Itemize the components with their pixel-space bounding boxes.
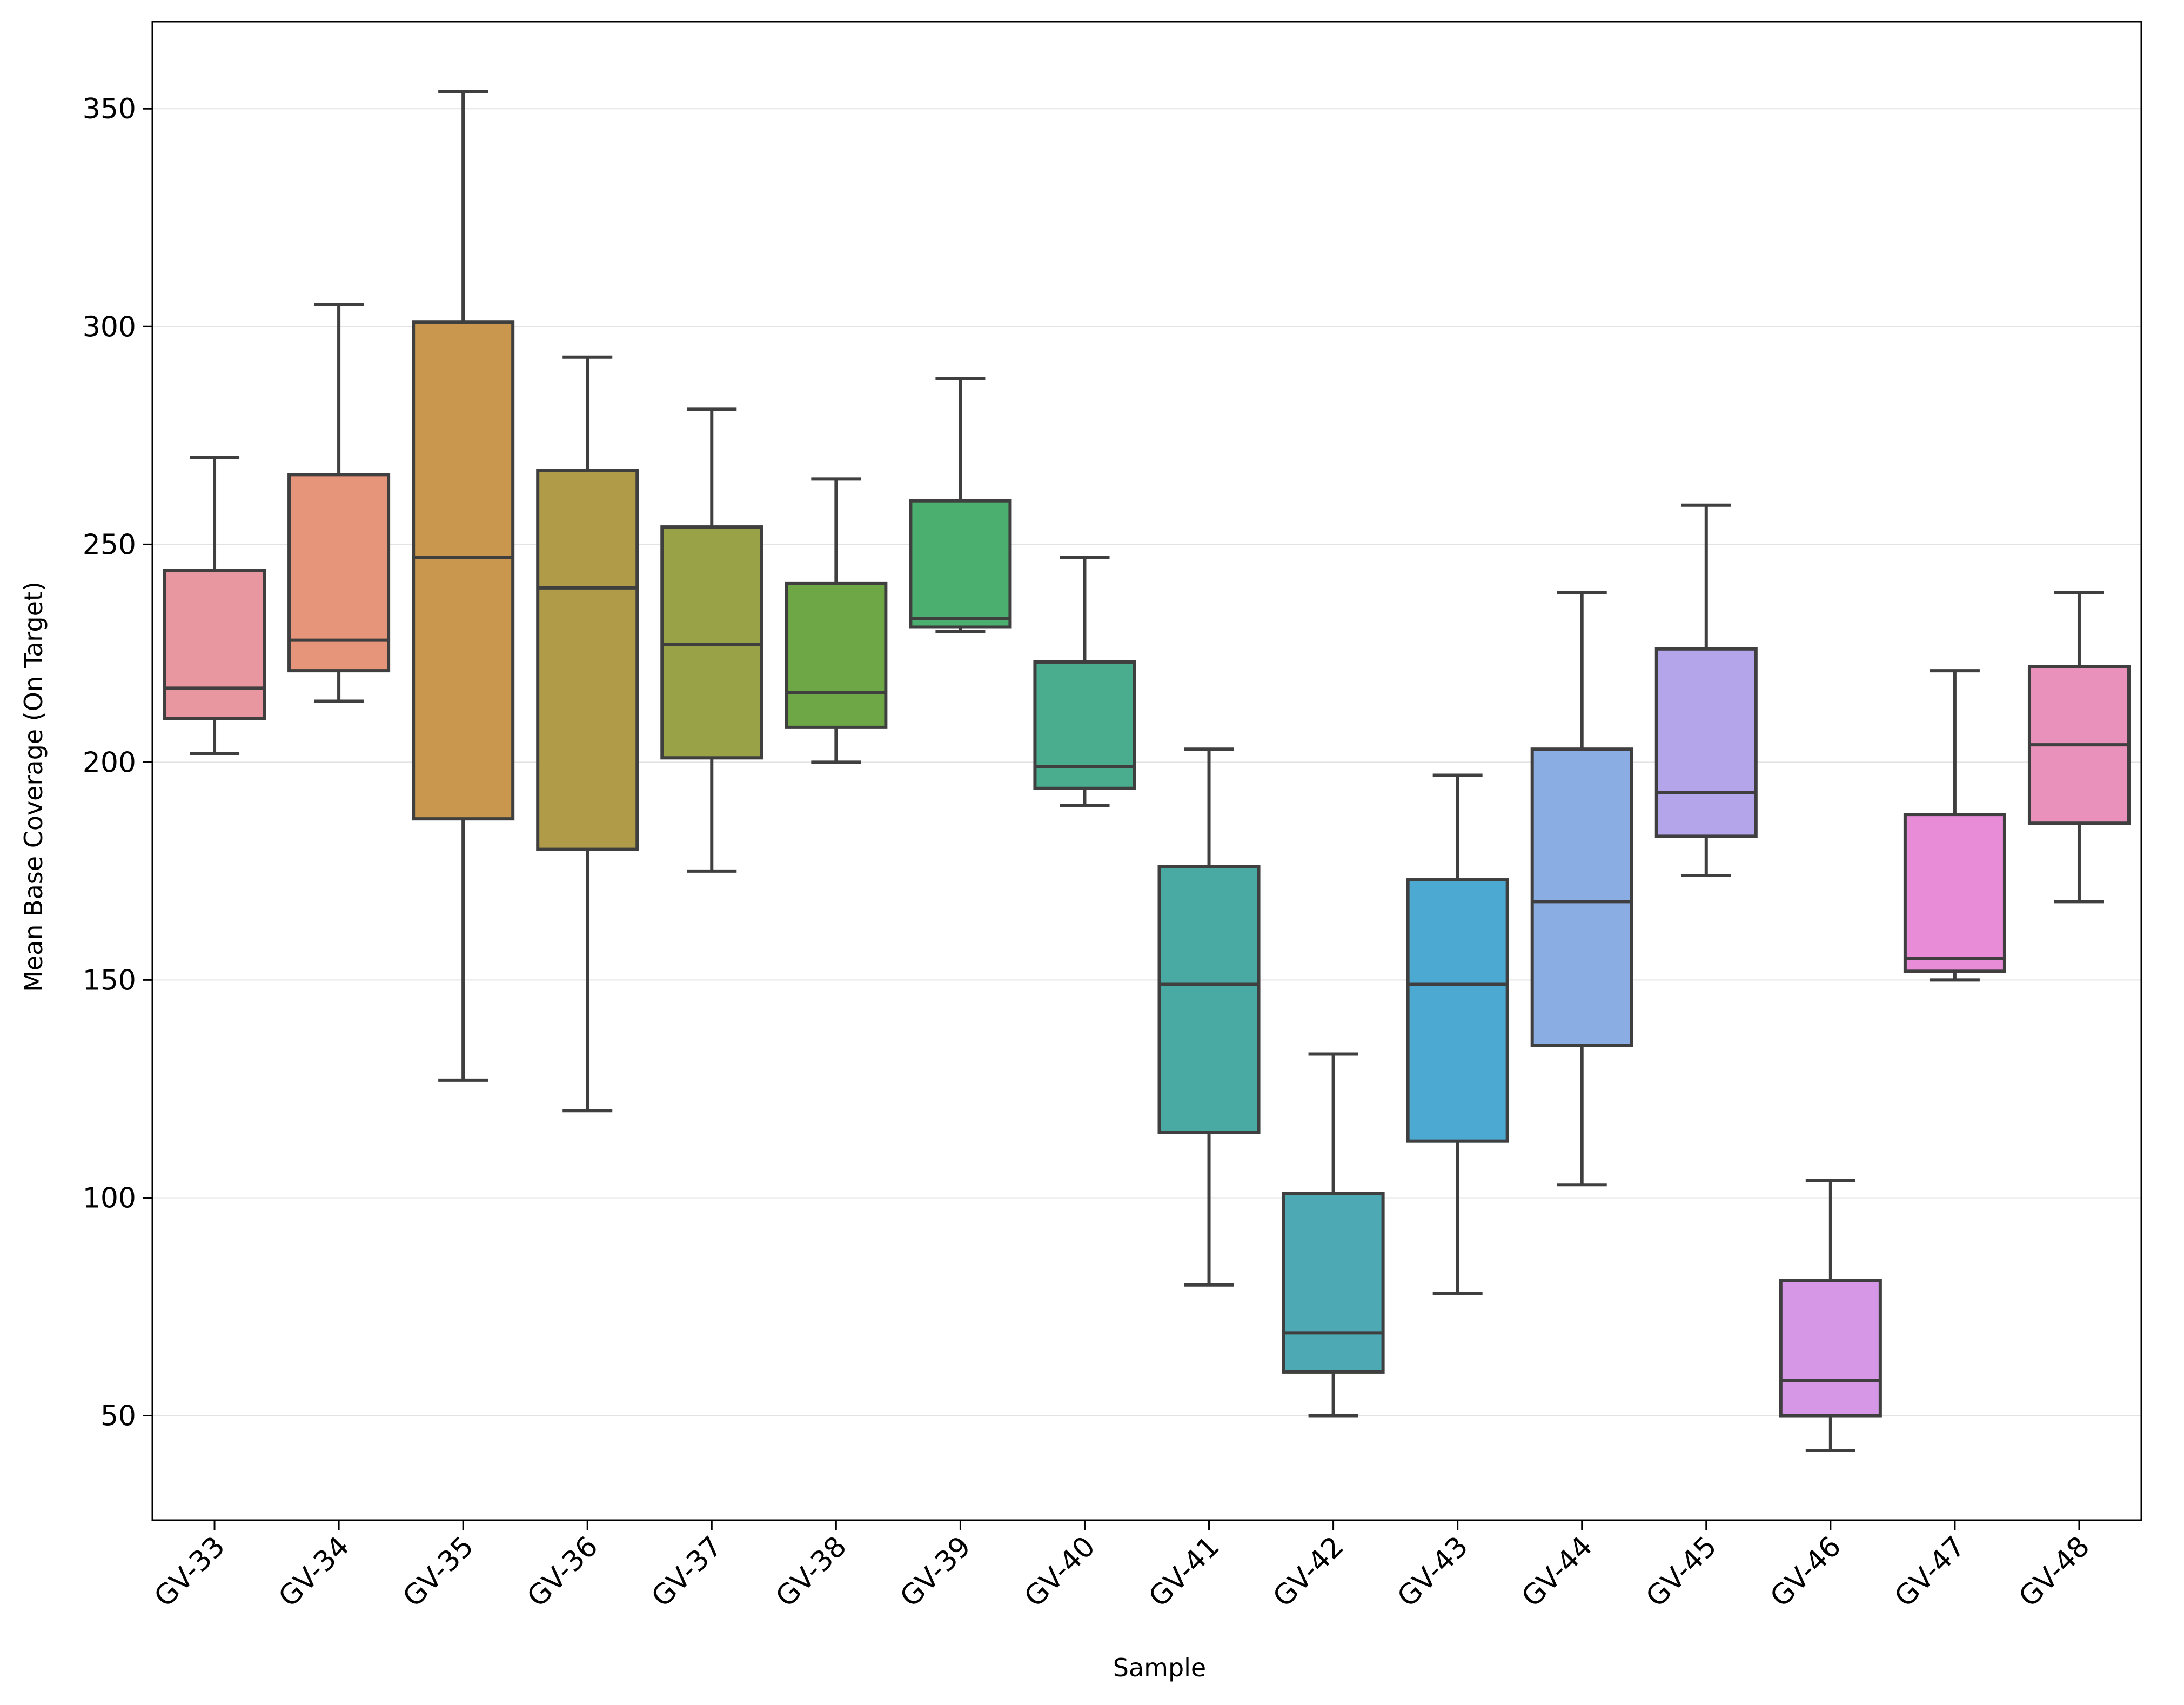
box-gv-43 [1406,773,1509,1295]
x-tick-label: GV-40 [1019,1530,1102,1614]
x-tick-label: GV-41 [1143,1530,1226,1614]
y-tick-label: 250 [83,529,136,561]
iqr-box [412,320,515,821]
box-gv-39 [909,377,1012,633]
x-axis: GV-33 GV-34 GV-35 GV-36 GV-37 GV-38 GV-39 GV-40… [148,1520,2096,1614]
iqr-box [909,499,1012,629]
box-gv-47 [1903,669,2006,982]
y-tick-label: 150 [83,964,136,997]
x-tick-label: GV-42 [1267,1530,1350,1614]
x-tick-label: GV-38 [770,1530,853,1614]
iqr-box [1157,865,1261,1134]
x-tick-label: GV-44 [1516,1530,1599,1614]
iqr-box [163,569,266,720]
y-tick-label: 350 [83,93,136,125]
y-axis-label: Mean Base Coverage (On Target) [19,581,48,992]
y-tick-label: 100 [83,1182,136,1214]
x-tick-label: GV-48 [2013,1530,2096,1614]
box-gv-42 [1282,1052,1385,1418]
y-tick-label: 200 [83,746,136,779]
y-axis: 50 100 150 200 250 300 350 [83,93,152,1433]
iqr-box [1779,1279,1882,1418]
x-tick-label: GV-43 [1391,1530,1475,1614]
x-axis-label: Sample [1113,1653,1206,1682]
box-gv-41 [1157,747,1261,1287]
x-tick-label: GV-35 [397,1530,480,1614]
iqr-box [1282,1192,1385,1374]
box-gv-35 [412,89,515,1082]
iqr-box [536,469,639,851]
x-tick-label: GV-45 [1640,1530,1723,1614]
box-gv-40 [1033,556,1136,807]
box-gv-44 [1530,590,1633,1187]
box-gv-37 [660,407,763,873]
iqr-box [1903,813,2006,973]
iqr-box [660,525,763,760]
iqr-box [785,581,888,729]
iqr-box [1530,747,1633,1047]
iqr-box [1406,878,1509,1143]
iqr-box [287,473,391,673]
x-tick-label: GV-36 [521,1530,604,1614]
iqr-box [1033,660,1136,790]
box-series [163,89,2131,1453]
x-tick-label: GV-37 [645,1530,728,1614]
box-gv-38 [785,477,888,764]
iqr-box [1654,647,1758,838]
box-gv-46 [1779,1179,1882,1453]
box-gv-45 [1654,503,1758,877]
x-tick-label: GV-46 [1764,1530,1847,1614]
y-tick-label: 50 [101,1400,136,1433]
y-tick-label: 300 [83,311,136,343]
x-tick-label: GV-47 [1888,1530,1972,1614]
x-tick-label: GV-33 [148,1530,231,1614]
x-tick-label: GV-39 [894,1530,977,1614]
box-gv-34 [287,303,391,703]
x-tick-label: GV-34 [272,1530,356,1614]
box-gv-33 [163,456,266,755]
plot-frame [151,21,2142,1521]
box-gv-48 [2027,590,2131,904]
box-gv-36 [536,355,639,1113]
